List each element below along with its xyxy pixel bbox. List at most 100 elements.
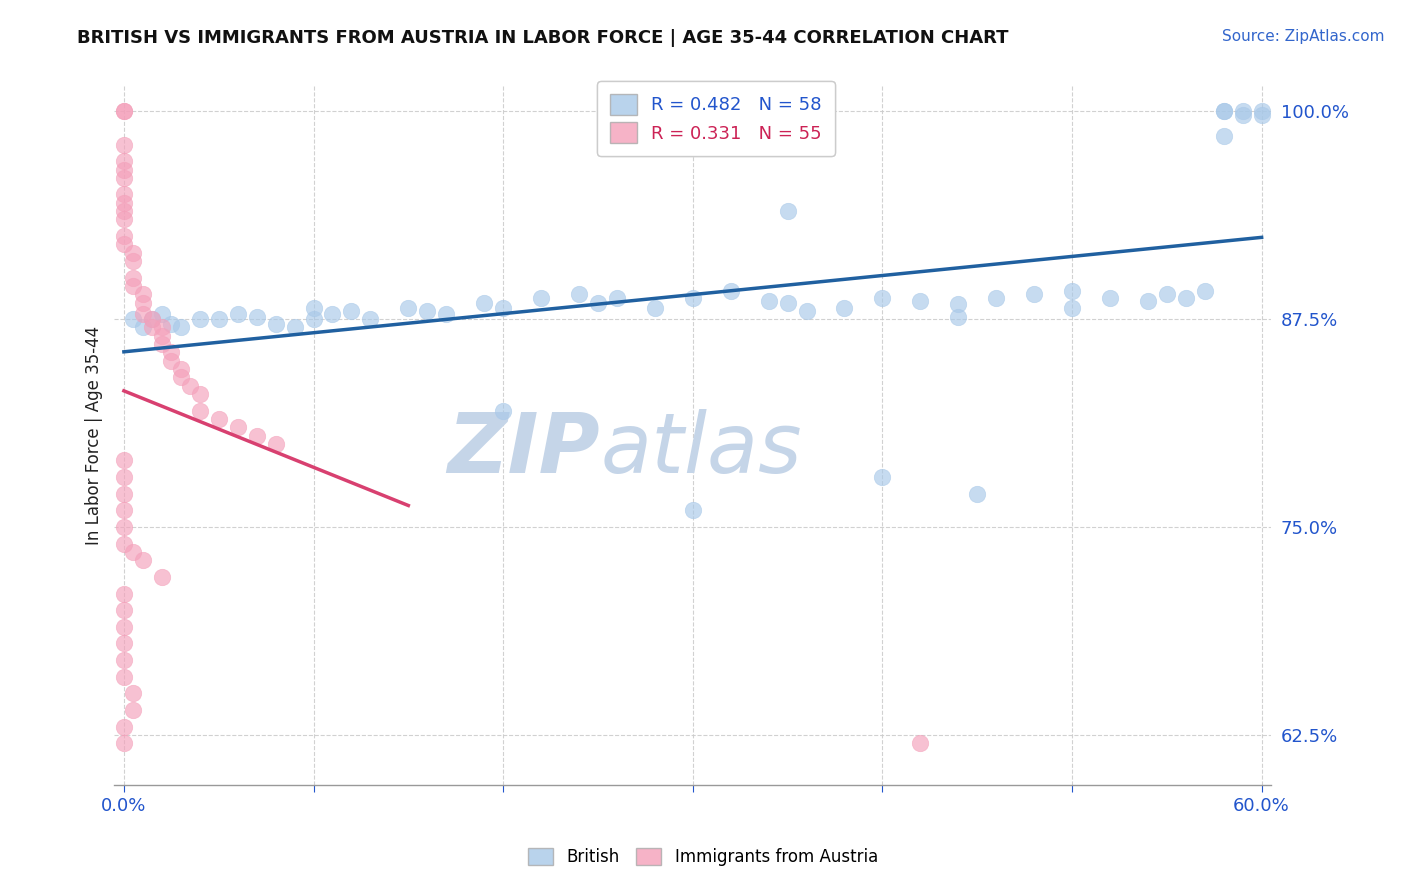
Point xyxy=(776,295,799,310)
Point xyxy=(910,736,932,750)
Point xyxy=(112,653,135,667)
Point xyxy=(948,297,970,311)
Point xyxy=(834,301,856,315)
Point xyxy=(112,620,135,634)
Y-axis label: In Labor Force | Age 35-44: In Labor Force | Age 35-44 xyxy=(86,326,103,545)
Point xyxy=(472,295,495,310)
Point xyxy=(226,307,249,321)
Point xyxy=(910,293,932,308)
Point xyxy=(492,403,515,417)
Point xyxy=(112,487,135,501)
Point xyxy=(160,317,183,331)
Point xyxy=(1098,291,1121,305)
Point xyxy=(796,303,818,318)
Point xyxy=(188,312,211,326)
Point xyxy=(112,503,135,517)
Point xyxy=(208,312,231,326)
Point xyxy=(682,503,704,517)
Point xyxy=(141,312,163,326)
Point xyxy=(132,295,155,310)
Point xyxy=(112,536,135,550)
Point xyxy=(122,279,145,293)
Point xyxy=(112,212,135,227)
Point xyxy=(160,345,183,359)
Point xyxy=(170,370,193,384)
Point xyxy=(150,328,173,343)
Point xyxy=(246,310,269,325)
Point xyxy=(1212,104,1234,119)
Point xyxy=(492,301,515,315)
Point xyxy=(112,237,135,252)
Point xyxy=(246,428,269,442)
Point xyxy=(141,320,163,334)
Point xyxy=(112,453,135,467)
Point xyxy=(966,487,988,501)
Point xyxy=(644,301,666,315)
Point xyxy=(132,287,155,301)
Point xyxy=(112,229,135,244)
Legend: British, Immigrants from Austria: British, Immigrants from Austria xyxy=(522,841,884,873)
Point xyxy=(122,703,145,717)
Point xyxy=(112,104,135,119)
Point xyxy=(170,362,193,376)
Point xyxy=(150,570,173,584)
Point xyxy=(112,636,135,650)
Point xyxy=(586,295,609,310)
Point xyxy=(568,287,591,301)
Point xyxy=(208,412,231,426)
Point xyxy=(150,307,173,321)
Point xyxy=(160,353,183,368)
Point xyxy=(112,187,135,202)
Point xyxy=(112,720,135,734)
Point xyxy=(302,312,325,326)
Point xyxy=(112,137,135,152)
Text: Source: ZipAtlas.com: Source: ZipAtlas.com xyxy=(1222,29,1385,44)
Point xyxy=(132,307,155,321)
Point xyxy=(141,312,163,326)
Text: atlas: atlas xyxy=(600,409,801,490)
Point xyxy=(170,320,193,334)
Point xyxy=(150,337,173,351)
Point xyxy=(264,437,287,451)
Point xyxy=(396,301,419,315)
Point xyxy=(302,301,325,315)
Point xyxy=(1250,104,1272,119)
Point xyxy=(264,317,287,331)
Point xyxy=(112,736,135,750)
Point xyxy=(1060,301,1083,315)
Point xyxy=(112,195,135,210)
Point xyxy=(188,387,211,401)
Point xyxy=(984,291,1007,305)
Point xyxy=(1174,291,1197,305)
Point xyxy=(132,553,155,567)
Point xyxy=(948,310,970,325)
Point xyxy=(122,270,145,285)
Point xyxy=(122,686,145,700)
Point xyxy=(132,320,155,334)
Point xyxy=(340,303,363,318)
Point xyxy=(434,307,457,321)
Point xyxy=(416,303,439,318)
Point xyxy=(720,284,742,298)
Point xyxy=(1232,104,1254,119)
Point xyxy=(122,312,145,326)
Point xyxy=(1156,287,1178,301)
Point xyxy=(1022,287,1045,301)
Point xyxy=(112,204,135,219)
Point xyxy=(112,586,135,600)
Point xyxy=(179,378,201,392)
Point xyxy=(872,291,894,305)
Point xyxy=(112,470,135,484)
Point xyxy=(1136,293,1159,308)
Point xyxy=(112,670,135,684)
Point xyxy=(150,320,173,334)
Point xyxy=(1194,284,1216,298)
Point xyxy=(226,420,249,434)
Point xyxy=(112,162,135,177)
Point xyxy=(1250,108,1272,122)
Point xyxy=(1212,129,1234,144)
Point xyxy=(530,291,553,305)
Point xyxy=(359,312,381,326)
Point xyxy=(1212,104,1234,119)
Point xyxy=(122,545,145,559)
